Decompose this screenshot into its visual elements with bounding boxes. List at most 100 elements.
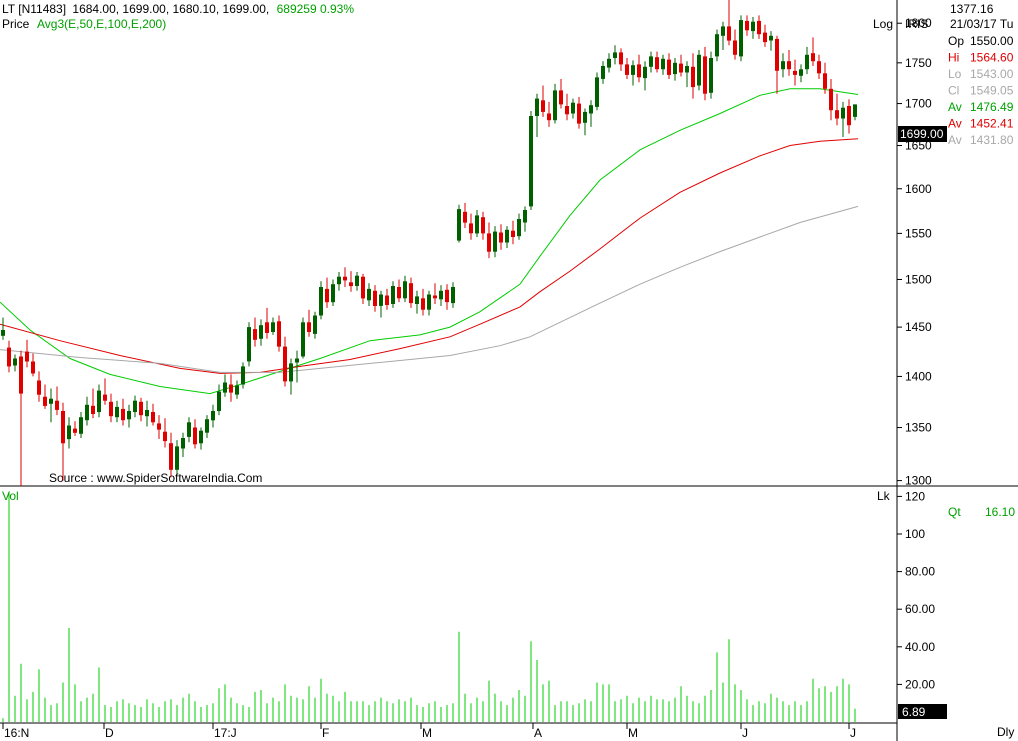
candle-body [67, 425, 71, 440]
candle [79, 412, 83, 438]
candle [295, 350, 299, 383]
info-row-label: Av [948, 117, 962, 131]
volume-bars [2, 492, 856, 722]
candle-body [679, 63, 683, 73]
candle [151, 403, 155, 426]
candle-body [427, 294, 431, 310]
candle-body [277, 321, 281, 347]
info-row-value: 1549.05 [970, 84, 1014, 98]
x-tick-label: J [742, 726, 748, 740]
x-tick-label: J [850, 726, 856, 740]
volume-tick-label: 120 [905, 489, 925, 503]
candle [547, 101, 551, 127]
candle [403, 275, 407, 303]
volume-unit: Lk [877, 489, 891, 503]
candle-body [241, 366, 245, 385]
info-row-value: 1564.60 [970, 51, 1014, 65]
candle [97, 384, 101, 418]
volume-tick-label: 80.00 [905, 565, 935, 579]
candle [475, 210, 479, 237]
price-tick-label: 1450 [905, 320, 932, 334]
candle [751, 17, 755, 39]
candle [163, 418, 167, 448]
candle-body [313, 315, 317, 334]
candle-body [823, 73, 827, 89]
candle-body [775, 38, 779, 71]
period-label[interactable]: Dly [997, 725, 1014, 739]
candle [181, 432, 185, 457]
candle [757, 15, 761, 39]
candle [241, 362, 245, 389]
candle-body [505, 229, 509, 243]
candle [1, 317, 5, 340]
candle-body [631, 65, 635, 75]
candle [259, 319, 263, 346]
candle-body [697, 54, 701, 86]
candle [769, 31, 773, 51]
candle [289, 358, 293, 395]
candle-body [589, 105, 593, 114]
candle-body [595, 77, 599, 107]
candle [541, 85, 545, 117]
candle [673, 58, 677, 81]
candle-body [49, 398, 53, 404]
candle [595, 72, 599, 111]
candle [331, 279, 335, 306]
candle-body [355, 275, 359, 286]
scale-mode-label[interactable]: Log [873, 17, 893, 31]
candle [589, 100, 593, 127]
ema-line [0, 138, 859, 374]
candle-body [331, 284, 335, 303]
candle-body [847, 106, 851, 126]
candle [685, 61, 689, 88]
candle [145, 400, 149, 427]
price-tick-label: 1700 [905, 97, 932, 111]
info-name: IRIS [905, 17, 928, 31]
info-row-value: 1550.00 [970, 34, 1014, 48]
candle [283, 336, 287, 387]
candle [49, 388, 53, 423]
candle [409, 277, 413, 308]
candle-body [751, 21, 755, 32]
candle [427, 290, 431, 316]
candle [505, 226, 509, 248]
candle-body [397, 287, 401, 299]
candle [127, 404, 131, 428]
ohlc-values: 1684.00, 1699.00, 1680.10, 1699.00, [72, 2, 269, 16]
info-row-label: Lo [948, 67, 962, 81]
candle-body [271, 322, 275, 332]
candle [19, 350, 23, 486]
candle-body [715, 34, 719, 57]
price-tick-label: 1300 [905, 474, 932, 488]
candle-body [733, 40, 737, 55]
candle-body [457, 209, 461, 241]
candle [847, 99, 851, 134]
candle-body [415, 296, 419, 304]
candle [217, 384, 221, 416]
candle-body [31, 361, 35, 374]
chart-header-line1: LT [N11483] 1684.00, 1699.00, 1680.10, 1… [2, 2, 354, 16]
volume-tick-label: 60.00 [905, 602, 935, 616]
volume-tick-label: 100 [905, 527, 925, 541]
candle-body [757, 20, 761, 35]
candle [625, 58, 629, 79]
candle-body [655, 57, 659, 70]
candle [139, 397, 143, 422]
candle [559, 79, 563, 109]
candle-body [685, 66, 689, 73]
info-date: 21/03/17 Tu [950, 17, 1013, 31]
candle [253, 317, 257, 347]
candle [613, 45, 617, 65]
candle [727, 0, 731, 46]
price-axis: 1300 1350 1400 1450 1500 1550 1600 1650 1700 1750… [897, 16, 932, 488]
candle-body [43, 396, 47, 406]
candle [457, 204, 461, 243]
candle-body [547, 113, 551, 121]
candle [451, 282, 455, 308]
x-tick-label: A [534, 726, 542, 740]
candle-body [25, 351, 29, 362]
candle [583, 108, 587, 136]
candle-body [7, 347, 11, 367]
